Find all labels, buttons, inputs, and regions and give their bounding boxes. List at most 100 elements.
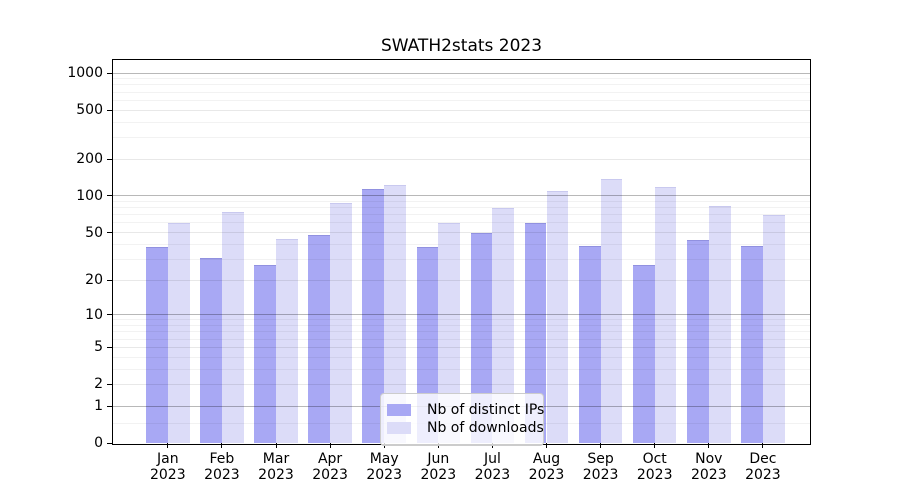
bar-may-downloads: [384, 184, 406, 444]
bar-mar-downloads: [276, 239, 298, 444]
y-axis-tick-label: 10: [85, 306, 103, 323]
y-axis-tick-label: 200: [76, 151, 103, 168]
bar-aug-distinct-ips: [524, 222, 547, 444]
gridline: [113, 195, 810, 197]
x-axis-tick: [708, 443, 710, 449]
gridline: [113, 232, 810, 234]
gridline: [113, 338, 810, 340]
x-axis-tick-label: Oct 2023: [636, 451, 673, 484]
y-axis-tick-label: 100: [76, 187, 103, 204]
gridline: [113, 319, 810, 321]
y-axis-tick: [107, 72, 113, 74]
bar-may-distinct-ips: [362, 189, 385, 444]
bar-apr-downloads: [330, 202, 352, 444]
bar-sep-distinct-ips: [578, 245, 601, 444]
legend-swatch-downloads: [387, 422, 411, 434]
y-axis-tick: [107, 279, 113, 281]
y-axis-tick: [107, 232, 113, 234]
bar-jul-distinct-ips: [470, 232, 493, 444]
x-axis-tick: [275, 443, 277, 449]
gridline: [113, 84, 810, 86]
bar-jan-downloads: [167, 222, 190, 444]
x-axis-tick: [221, 443, 223, 449]
bar-jan-distinct-ips: [146, 246, 168, 444]
y-axis-tick-label: 2: [94, 376, 103, 393]
gridline: [113, 78, 810, 80]
y-axis-tick: [107, 314, 113, 316]
y-axis-tick-label: 5: [94, 339, 103, 356]
gridline: [113, 136, 810, 138]
legend: Nb of distinct IPs Nb of downloads: [380, 393, 544, 446]
gridline: [113, 72, 810, 74]
gridline: [113, 331, 810, 333]
x-axis-tick: [762, 443, 764, 449]
x-axis-tick-label: Jan 2023: [149, 451, 186, 484]
bar-jun-downloads: [438, 222, 461, 444]
y-axis-tick-label: 50: [85, 224, 103, 241]
bar-mar-distinct-ips: [254, 264, 276, 444]
x-axis-tick: [654, 443, 656, 449]
bar-feb-distinct-ips: [200, 257, 222, 444]
gridline: [113, 383, 810, 385]
y-axis-tick: [107, 346, 113, 348]
x-axis-tick-label: Apr 2023: [312, 451, 348, 484]
gridline: [113, 109, 810, 111]
legend-label-downloads: Nb of downloads: [427, 420, 544, 436]
x-axis-tick-label: Aug 2023: [528, 451, 565, 484]
x-axis-tick: [600, 443, 602, 449]
x-axis-tick-label: Jul 2023: [474, 451, 511, 484]
x-axis-tick: [329, 443, 331, 449]
y-axis-tick-label: 1: [94, 398, 103, 415]
bar-dec-distinct-ips: [741, 245, 763, 444]
gridline: [113, 121, 810, 123]
bar-nov-downloads: [708, 205, 731, 444]
x-axis-tick-label: Dec 2023: [745, 451, 781, 484]
x-axis-tick-label: Mar 2023: [258, 451, 294, 484]
bar-sep-downloads: [600, 179, 623, 444]
gridline: [113, 201, 810, 203]
y-axis-tick: [107, 158, 113, 160]
bar-oct-downloads: [654, 186, 677, 444]
y-axis-tick: [107, 195, 113, 197]
gridline: [113, 368, 810, 370]
x-axis-tick-label: Sep 2023: [582, 451, 619, 484]
y-axis-tick: [107, 109, 113, 111]
bar-jul-downloads: [492, 208, 515, 444]
bar-nov-distinct-ips: [687, 240, 709, 444]
legend-entry-downloads: Nb of downloads: [387, 420, 544, 436]
x-axis-tick-label: Feb 2023: [204, 451, 240, 484]
gridline: [113, 258, 810, 260]
bar-apr-distinct-ips: [308, 234, 331, 444]
bar-dec-downloads: [762, 214, 785, 444]
bar-feb-downloads: [221, 211, 244, 444]
y-axis-tick: [107, 442, 113, 444]
x-axis-tick-label: May 2023: [366, 451, 402, 484]
legend-swatch-distinct-ips: [387, 404, 411, 416]
gridline: [113, 243, 810, 245]
y-axis-tick-label: 20: [85, 272, 103, 289]
gridline: [113, 279, 810, 281]
x-axis-tick: [546, 443, 547, 449]
chart-title: SWATH2stats 2023: [380, 36, 543, 56]
y-axis-tick-label: 0: [94, 435, 103, 452]
legend-label-distinct-ips: Nb of distinct IPs: [427, 402, 545, 418]
gridline: [113, 158, 810, 160]
gridline: [113, 325, 810, 327]
gridline: [113, 222, 810, 224]
y-axis-tick-label: 1000: [67, 65, 103, 82]
y-axis-tick: [107, 383, 113, 385]
legend-entry-distinct-ips: Nb of distinct IPs: [387, 402, 544, 418]
x-axis-tick: [167, 443, 169, 449]
x-axis-tick-label: Jun 2023: [420, 451, 457, 484]
bar-aug-downloads: [546, 190, 569, 444]
gridline: [113, 207, 810, 209]
bar-oct-distinct-ips: [632, 264, 655, 444]
gridline: [113, 91, 810, 93]
y-axis-tick-label: 500: [76, 102, 103, 119]
gridline: [113, 99, 810, 101]
gridline: [113, 214, 810, 216]
gridline: [113, 314, 810, 316]
gridline: [113, 346, 810, 348]
x-axis-tick-label: Nov 2023: [690, 451, 727, 484]
